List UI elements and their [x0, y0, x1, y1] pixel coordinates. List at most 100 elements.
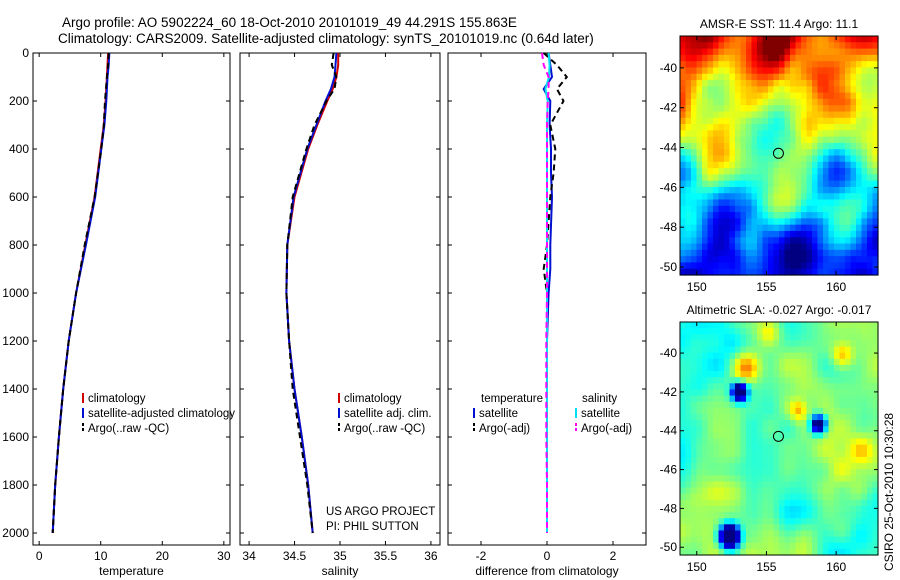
heatmap-cell [856, 383, 863, 391]
heatmap-cell [779, 98, 786, 106]
heatmap-cell [718, 322, 725, 329]
heatmap-cell [751, 155, 758, 163]
heatmap-cell [779, 352, 786, 360]
heatmap-cell [779, 268, 786, 276]
heatmap-cell [773, 73, 780, 81]
heatmap-cell [696, 340, 703, 348]
heatmap-cell [707, 212, 714, 219]
heatmap-cell [867, 548, 874, 556]
heatmap-cell [757, 105, 764, 113]
heatmap-cell [867, 67, 874, 75]
heatmap-cell [696, 136, 703, 144]
heatmap-cell [856, 142, 863, 150]
heatmap-cell [691, 105, 698, 113]
heatmap-cell [740, 438, 747, 446]
heatmap-cell [757, 161, 764, 169]
heatmap-cell [801, 136, 808, 144]
heatmap-cell [696, 80, 703, 87]
heatmap-cell [784, 499, 791, 507]
heatmap-cell [834, 383, 841, 391]
heatmap-cell [828, 413, 835, 421]
heatmap-cell [845, 499, 852, 507]
heatmap-cell [828, 487, 835, 495]
heatmap-cell [702, 136, 709, 144]
heatmap-cell [779, 438, 786, 446]
heatmap-cell [839, 199, 846, 207]
heatmap-cell [702, 401, 709, 409]
heatmap-cell [790, 487, 797, 495]
heatmap-cell [768, 111, 775, 119]
heatmap-cell [691, 268, 698, 276]
heatmap-cell [740, 193, 747, 201]
heatmap-cell [823, 493, 830, 501]
heatmap-cell [823, 530, 830, 538]
heatmap-cell [768, 426, 775, 433]
heatmap-cell [779, 463, 786, 470]
heatmap-cell [729, 475, 736, 483]
heatmap-cell [850, 481, 857, 489]
heatmap-cell [713, 124, 720, 131]
heatmap-cell [757, 218, 764, 226]
heatmap-cell [806, 105, 813, 113]
heatmap-cell [817, 117, 824, 125]
heatmap-cell [746, 186, 753, 194]
heatmap-cell [746, 98, 753, 106]
heatmap-cell [762, 42, 769, 50]
heatmap-cell [801, 383, 808, 391]
heatmap-cell [751, 469, 758, 476]
heatmap-cell [872, 130, 879, 138]
heatmap-cell [845, 518, 852, 525]
heatmap-cell [784, 401, 791, 409]
heatmap-cell [839, 548, 846, 556]
heatmap-cell [795, 456, 802, 464]
heatmap-cell [845, 268, 852, 276]
heatmap-cell [729, 426, 736, 433]
heatmap-cell [790, 230, 797, 238]
heatmap-cell [784, 420, 791, 427]
heatmap-cell [795, 86, 802, 94]
heatmap-cell [850, 73, 857, 81]
heatmap-cell [839, 149, 846, 157]
heatmap-cell [790, 542, 797, 550]
heatmap-cell [817, 168, 824, 175]
heatmap-cell [839, 487, 846, 495]
heatmap-cell [806, 340, 813, 348]
heatmap-cell [856, 48, 863, 56]
heatmap-cell [817, 193, 824, 201]
heatmap-cell [812, 524, 819, 532]
heatmap-cell [839, 432, 846, 440]
heatmap-cell [735, 340, 742, 348]
heatmap-cell [784, 444, 791, 452]
heatmap-cell [757, 193, 764, 201]
heatmap-cell [702, 117, 709, 125]
heatmap-cell [768, 456, 775, 464]
heatmap-cell [801, 218, 808, 226]
heatmap-cell [685, 389, 692, 397]
heatmap-cell [856, 98, 863, 106]
heatmap-cell [867, 36, 874, 43]
heatmap-cell [834, 420, 841, 427]
heatmap-cell [707, 199, 714, 207]
heatmap-cell [762, 518, 769, 525]
heatmap-cell [839, 105, 846, 113]
heatmap-cell [834, 364, 841, 372]
heatmap-cell [823, 542, 830, 550]
heatmap-cell [850, 456, 857, 464]
heatmap-cell [823, 243, 830, 251]
heatmap-cell [707, 322, 714, 329]
heatmap-cell [724, 389, 731, 397]
heatmap-cell [757, 36, 764, 43]
heatmap-cell [685, 193, 692, 201]
heatmap-cell [839, 322, 846, 329]
heatmap-cell [795, 512, 802, 519]
heatmap-cell [735, 395, 742, 403]
heatmap-cell [795, 54, 802, 62]
heatmap-cell [828, 92, 835, 100]
heatmap-cell [828, 377, 835, 384]
heatmap-cell [724, 243, 731, 251]
heatmap-cell [834, 352, 841, 360]
heatmap-cell [696, 377, 703, 384]
heatmap-cell [724, 487, 731, 495]
heatmap-cell [685, 505, 692, 513]
heatmap-cell [845, 61, 852, 69]
